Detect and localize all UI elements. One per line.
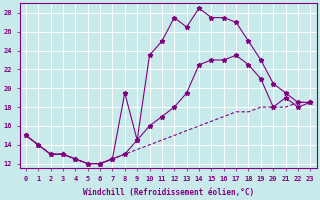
X-axis label: Windchill (Refroidissement éolien,°C): Windchill (Refroidissement éolien,°C)	[83, 188, 254, 197]
